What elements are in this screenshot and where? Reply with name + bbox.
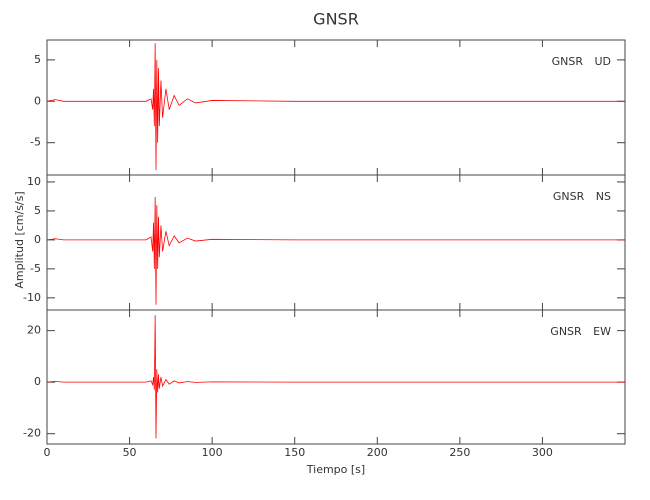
y-tick-label: -5 — [30, 262, 41, 275]
y-tick-label: 10 — [27, 175, 41, 188]
y-tick-label: -5 — [30, 136, 41, 149]
y-axis-label: Amplitud [cm/s/s] — [13, 191, 26, 288]
x-tick-label: 0 — [44, 446, 51, 459]
panel-frame — [46, 309, 626, 445]
y-tick-label: 0 — [34, 233, 41, 246]
y-tick-label: -20 — [23, 427, 41, 440]
x-tick-label: 200 — [367, 446, 388, 459]
x-tick-label: 300 — [532, 446, 553, 459]
y-tick-label: 20 — [27, 324, 41, 337]
panel-label: GNSR EW — [550, 325, 611, 338]
panel-frame — [46, 174, 626, 311]
y-tick-label: 5 — [34, 53, 41, 66]
x-tick-label: 250 — [449, 446, 470, 459]
x-tick-label: 100 — [202, 446, 223, 459]
y-tick-label: 5 — [34, 204, 41, 217]
panel-label: GNSR UD — [552, 55, 611, 68]
x-tick-label: 50 — [123, 446, 137, 459]
x-axis-label: Tiempo [s] — [306, 463, 365, 476]
waveform — [46, 315, 625, 439]
waveform — [46, 197, 625, 305]
chart-title: GNSR — [313, 10, 359, 29]
panel-label: GNSR NS — [553, 190, 611, 203]
y-tick-label: 0 — [34, 94, 41, 107]
y-tick-label: 0 — [34, 375, 41, 388]
x-tick-label: 150 — [284, 446, 305, 459]
waveform — [46, 43, 625, 171]
panel-frame — [46, 39, 626, 176]
y-tick-label: -10 — [23, 291, 41, 304]
